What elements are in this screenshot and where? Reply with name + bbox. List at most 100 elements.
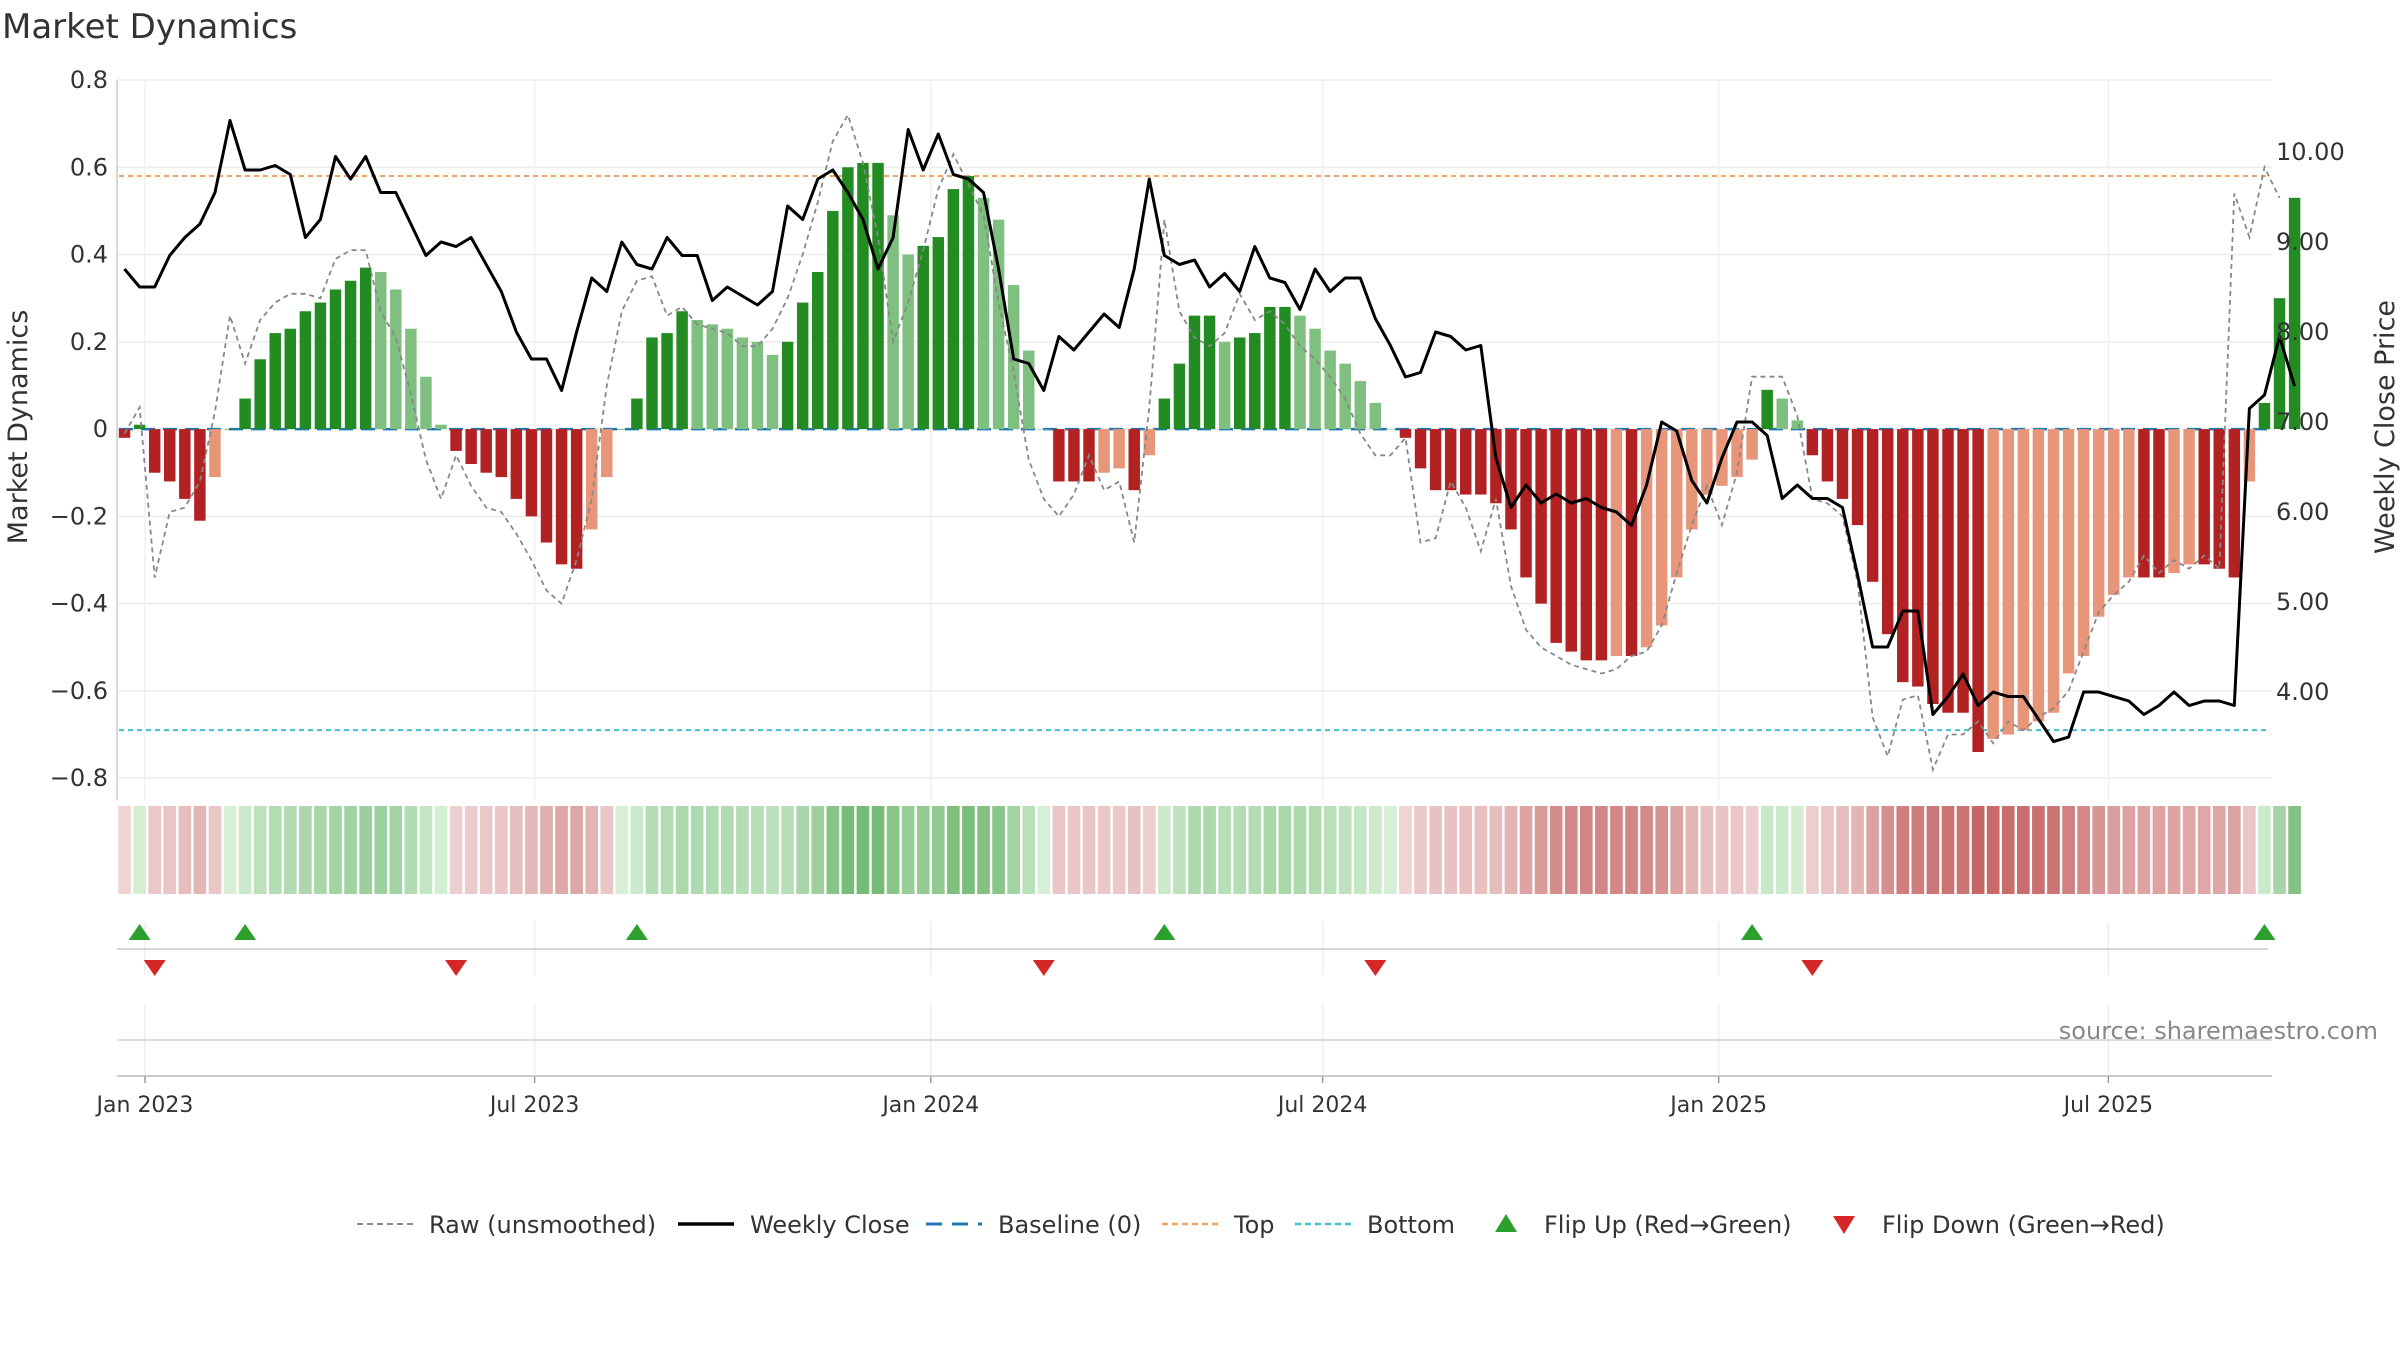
regime-cell: [404, 806, 418, 894]
y2-tick-label: 7.00: [2276, 408, 2329, 436]
dynamics-bar: [148, 429, 161, 473]
y2-tick-label: 8.00: [2276, 318, 2329, 346]
regime-cell: [2122, 806, 2136, 894]
legend-label-flip_up: Flip Up (Red→Green): [1544, 1211, 1792, 1239]
reference-lines: [119, 175, 2268, 732]
regime-cell: [374, 806, 388, 894]
regime-cell: [1519, 806, 1533, 894]
dynamics-bar: [359, 267, 372, 430]
regime-cell: [721, 806, 734, 894]
regime-cell: [1263, 806, 1277, 894]
dynamics-bar: [344, 280, 357, 430]
dynamics-bar: [1671, 429, 1683, 578]
dynamics-bar: [1264, 306, 1276, 430]
dynamics-bar: [1746, 429, 1758, 460]
dynamics-bar: [917, 245, 929, 430]
regime-cell: [1052, 806, 1066, 894]
dynamics-bar: [435, 424, 447, 430]
regime-cell: [118, 806, 131, 894]
dynamics-bar: [1595, 429, 1608, 661]
regime-cell: [1504, 806, 1518, 894]
regime-cell: [223, 806, 237, 894]
x-tick-label: Jan 2025: [1668, 1093, 1767, 1118]
regime-cell: [1218, 806, 1231, 894]
close-series: [123, 119, 2297, 743]
regime-cell: [2001, 806, 2015, 894]
regime-cell: [1188, 806, 1201, 894]
x-tick-label: Jan 2023: [95, 1093, 194, 1118]
y-tick-label: −0.8: [50, 764, 108, 792]
flip-up-marker: [625, 924, 648, 940]
regime-cell: [133, 806, 146, 894]
y2-tick-label: 4.00: [2276, 678, 2329, 706]
regime-cell: [1836, 806, 1849, 894]
dynamics-bar: [1897, 429, 1909, 683]
dynamics-bar: [766, 354, 779, 430]
regime-cell: [2152, 806, 2166, 894]
y2-tick-label: 9.00: [2276, 228, 2329, 256]
regime-cell: [434, 806, 448, 894]
regime-cell: [1142, 806, 1156, 894]
regime-cell: [992, 806, 1005, 894]
regime-cell: [2107, 806, 2121, 894]
dynamics-bar: [842, 167, 854, 430]
dynamics-bar: [1731, 429, 1743, 478]
dynamics-bar: [1791, 420, 1804, 430]
dynamics-bar: [2288, 197, 2301, 430]
dynamics-bar: [465, 429, 477, 464]
regime-cell: [796, 806, 810, 894]
regime-cell: [1715, 806, 1729, 894]
dynamics-bar: [992, 219, 1005, 430]
dynamics-bar: [1218, 341, 1231, 430]
dynamics-bar: [1309, 328, 1321, 430]
regime-cell: [841, 806, 855, 894]
regime-cell: [705, 806, 719, 894]
regime-cell: [1896, 806, 1910, 894]
flip-up-marker: [2253, 924, 2276, 940]
dynamics-bar: [2243, 429, 2256, 482]
y2-tick-label: 10.00: [2276, 138, 2345, 166]
regime-cell: [916, 806, 930, 894]
regime-cell: [163, 806, 177, 894]
regime-cell: [1700, 806, 1714, 894]
regime-cell: [1851, 806, 1864, 894]
flip-down-marker: [143, 960, 166, 976]
dynamics-bar: [1927, 429, 1939, 704]
regime-cell: [1881, 806, 1895, 894]
dynamics-bar: [239, 398, 251, 430]
regime-cell: [1790, 806, 1804, 894]
dynamics-bar: [1957, 429, 1969, 713]
dynamics-bar: [2017, 429, 2030, 731]
regime-cell: [856, 806, 870, 894]
dynamics-bar: [2108, 429, 2120, 595]
dynamics-bar: [812, 272, 824, 430]
dynamics-bar: [1565, 429, 1577, 652]
dynamics-bar: [254, 359, 266, 430]
dynamics-bar: [1640, 429, 1653, 648]
regime-cell: [1022, 806, 1036, 894]
regime-cell: [645, 806, 659, 894]
dynamics-bar: [1414, 429, 1427, 469]
regime-cell: [931, 806, 945, 894]
regime-cell: [2273, 806, 2286, 894]
regime-cell: [901, 806, 915, 894]
regime-cell: [1564, 806, 1578, 894]
dynamics-bar: [1354, 381, 1366, 430]
dynamics-bar: [721, 328, 734, 430]
dynamics-bar: [1158, 398, 1171, 430]
dynamics-bar: [1188, 315, 1201, 430]
regime-cell: [1579, 806, 1593, 894]
regime-cell: [660, 806, 674, 894]
regime-cell: [2258, 806, 2271, 894]
regime-cell: [1625, 806, 1638, 894]
regime-cell: [344, 806, 357, 894]
dynamics-bar: [1776, 398, 1788, 430]
dynamics-bar: [2062, 429, 2075, 674]
y-tick-label: −0.4: [50, 590, 108, 618]
regime-cell: [585, 806, 599, 894]
dynamics-bar: [1038, 429, 1050, 430]
regime-cell: [479, 806, 493, 894]
dynamics-bar: [887, 215, 899, 430]
regime-cell: [1474, 806, 1488, 894]
regime-cell: [1549, 806, 1563, 894]
